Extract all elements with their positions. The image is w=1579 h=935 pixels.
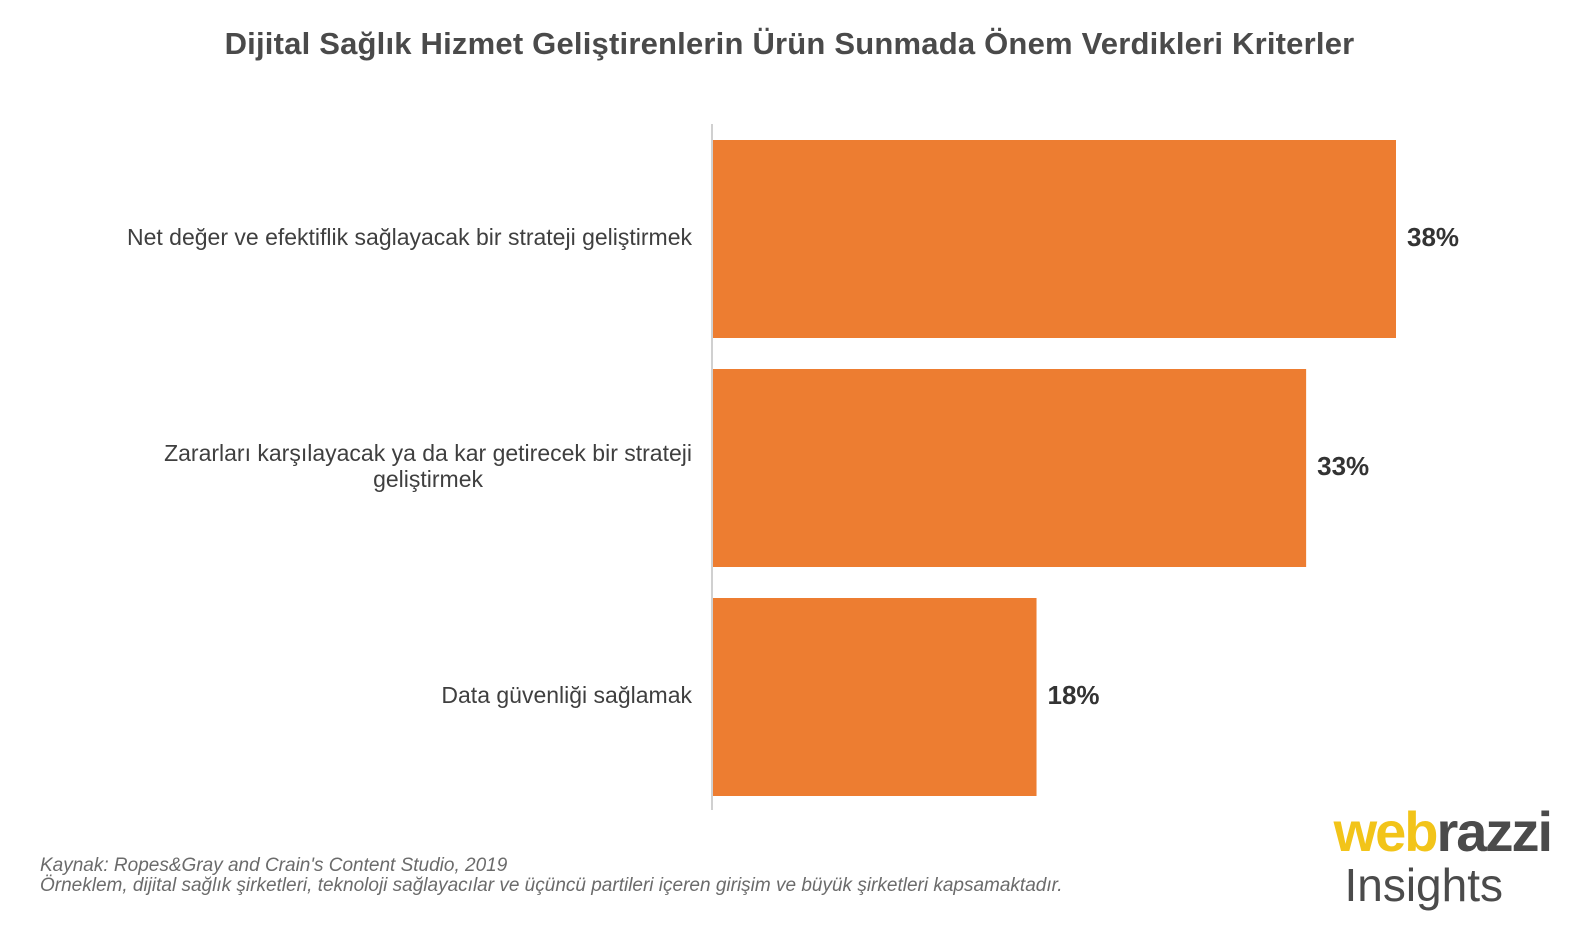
- chart-title: Dijital Sağlık Hizmet Geliştirenlerin Ür…: [224, 26, 1355, 61]
- sample-note: Örneklem, dijital sağlık şirketleri, tek…: [40, 875, 1063, 896]
- category-label-line: Zararları karşılayacak ya da kar getirec…: [164, 440, 692, 466]
- bar-value-label: 33%: [1317, 451, 1369, 481]
- category-label: Net değer ve efektiflik sağlayacak bir s…: [127, 224, 693, 250]
- bar: [713, 369, 1307, 567]
- source-note: Kaynak: Ropes&Gray and Crain's Content S…: [40, 855, 508, 876]
- logo-wordmark: webrazzi: [1333, 800, 1553, 864]
- category-label-line: geliştirmek: [373, 466, 483, 492]
- bar: [713, 598, 1037, 796]
- chart-footer: Kaynak: Ropes&Gray and Crain's Content S…: [40, 856, 1063, 896]
- category-label: Data güvenliği sağlamak: [441, 682, 692, 708]
- logo-razzi-text: razzi: [1436, 800, 1553, 863]
- bar-value-label: 18%: [1048, 680, 1100, 710]
- category-label-line: Data güvenliği sağlamak: [441, 682, 692, 708]
- logo-web-text: web: [1333, 800, 1439, 863]
- logo-subtitle: Insights: [1344, 859, 1503, 911]
- webrazzi-insights-logo: webrazzi Insights: [1291, 800, 1553, 920]
- category-label: Zararları karşılayacak ya da kar getirec…: [164, 440, 692, 492]
- category-label-line: Net değer ve efektiflik sağlayacak bir s…: [127, 224, 693, 250]
- bar: [713, 140, 1396, 338]
- bar-value-label: 38%: [1407, 222, 1459, 252]
